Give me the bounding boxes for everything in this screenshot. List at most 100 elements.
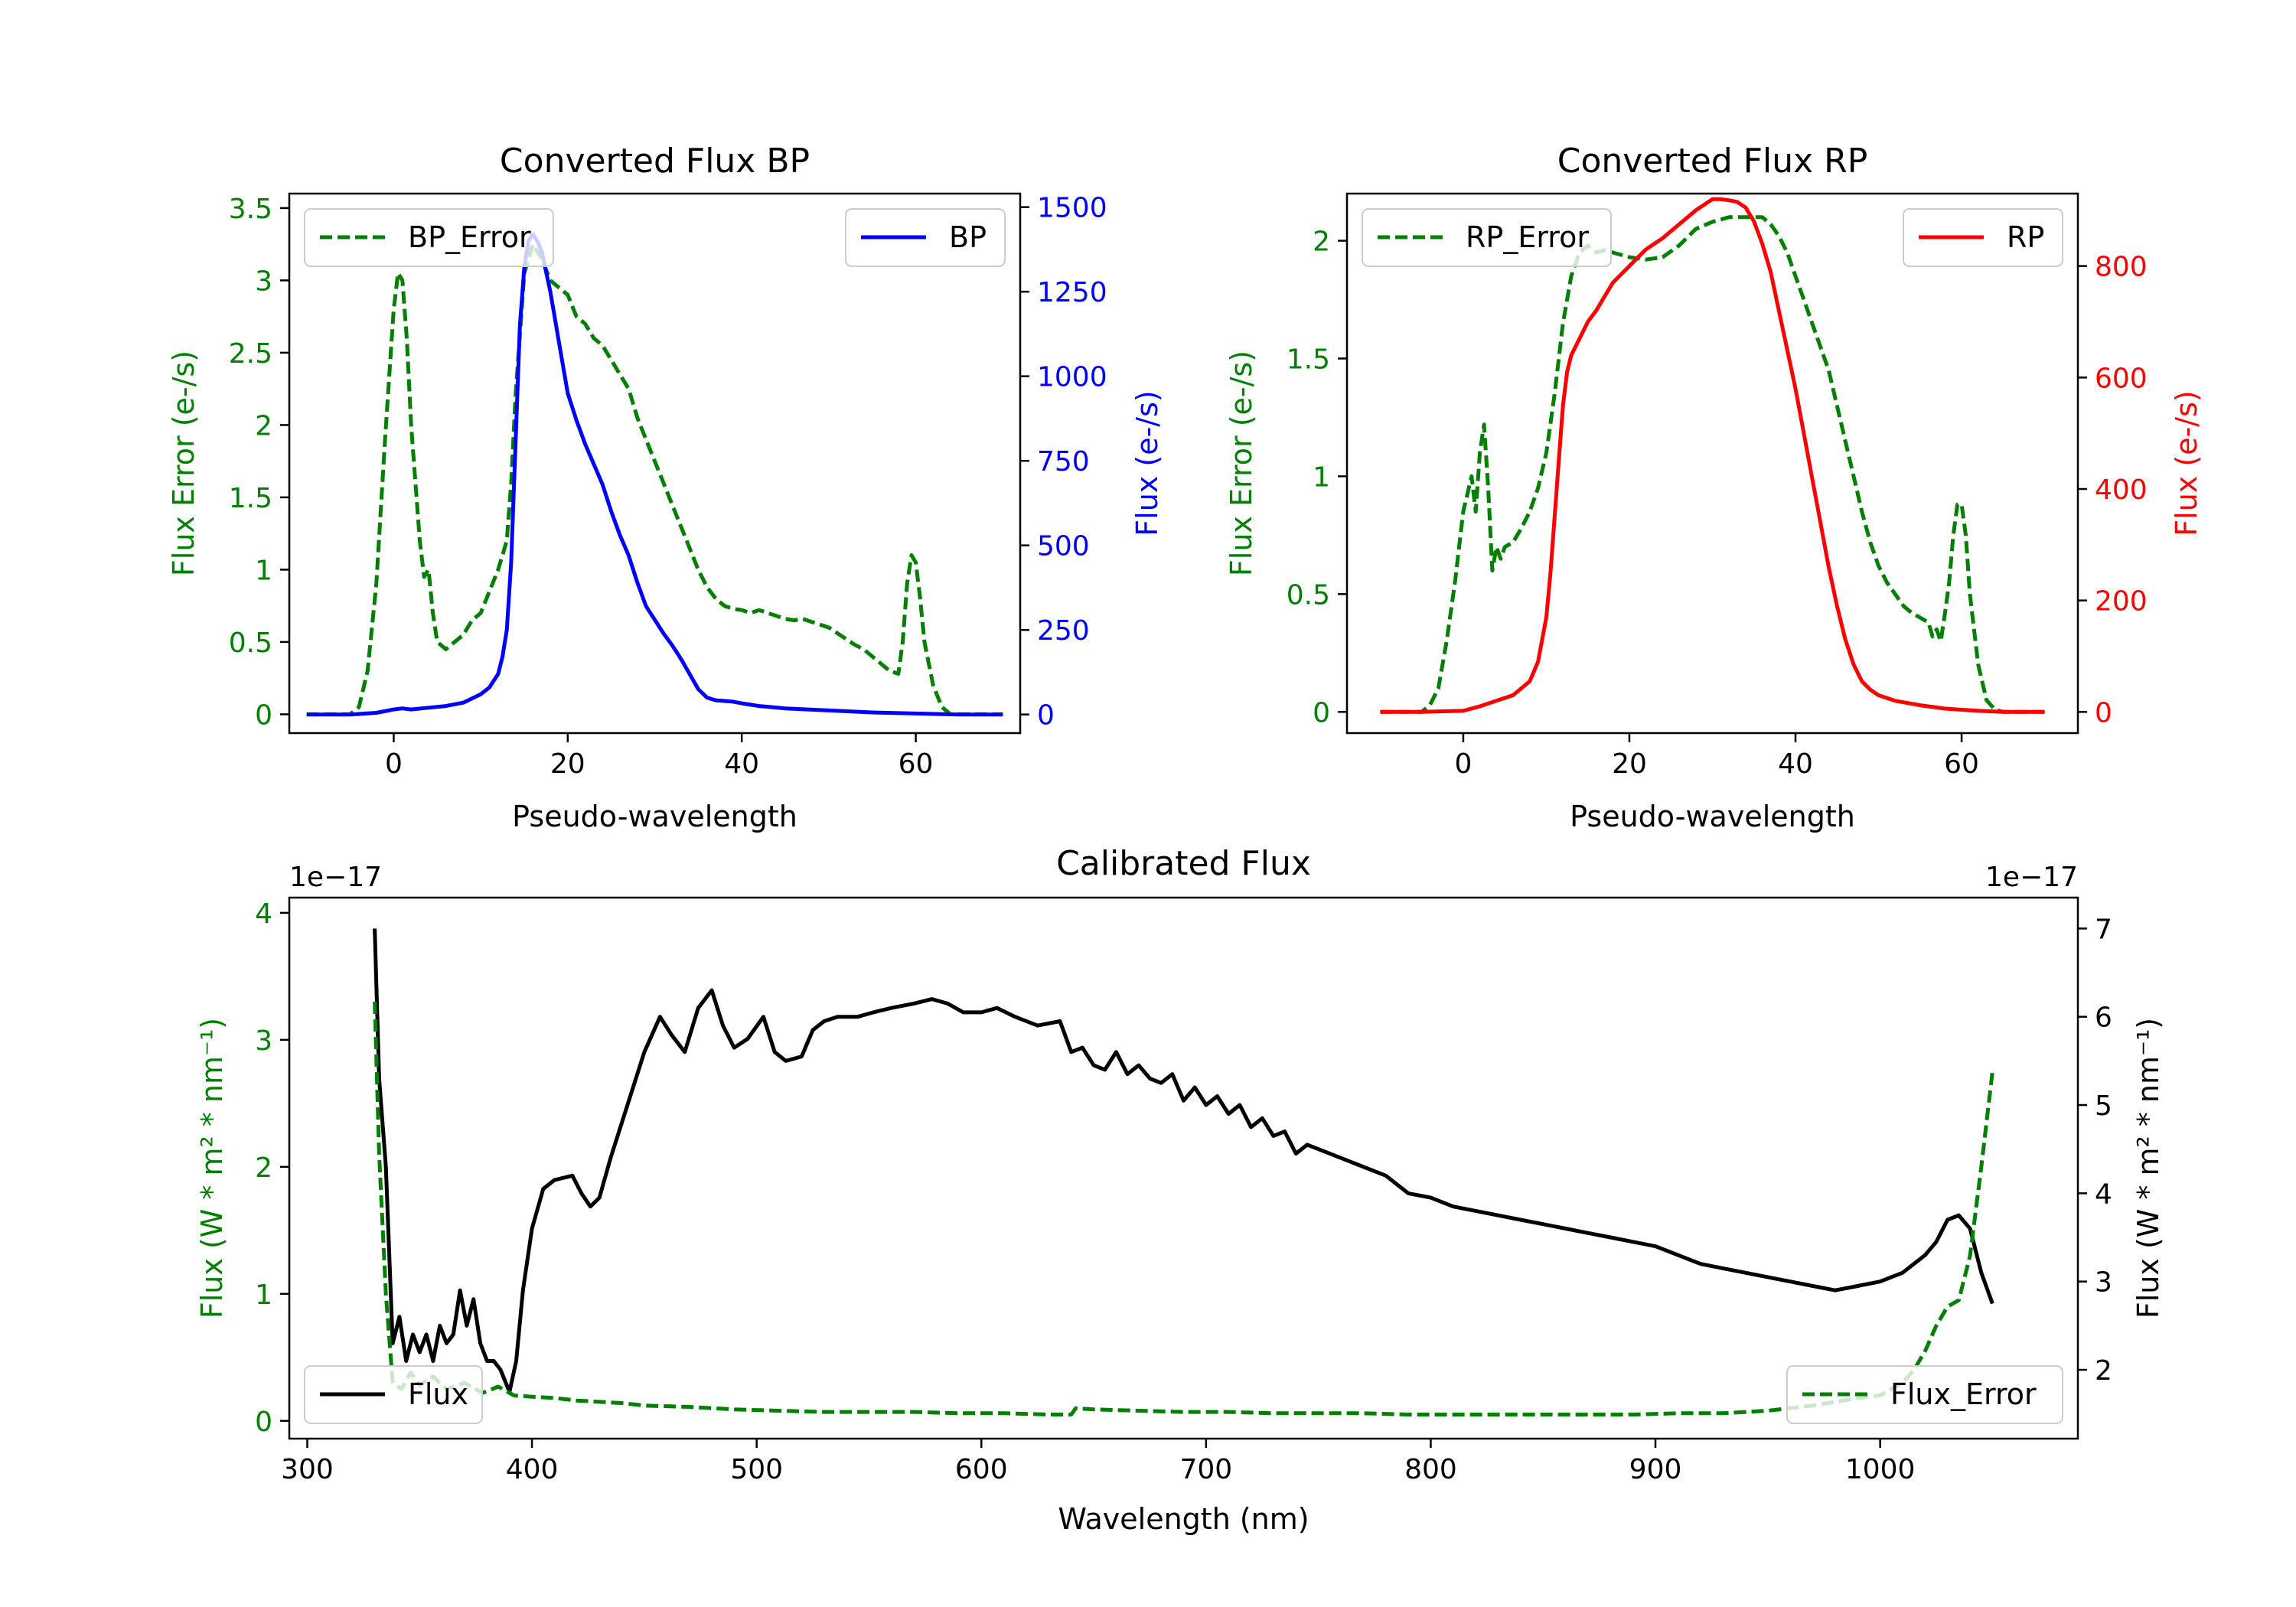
rp-ytick-right-label: 600: [2095, 363, 2148, 394]
rp-title: Converted Flux RP: [1557, 142, 1868, 181]
bp-ytick-right-label: 1000: [1037, 362, 1107, 393]
rp-legend-flux-label: RP: [2007, 220, 2044, 254]
cal-series-flux: [373, 928, 1994, 1394]
bp-ytick-left-label: 2: [255, 410, 272, 442]
cal-ytick-right-label: 4: [2095, 1178, 2112, 1210]
bp-series-group: [306, 232, 1003, 717]
bp-ytick-right-label: 750: [1037, 446, 1090, 478]
bp-title: Converted Flux BP: [500, 142, 810, 181]
rp-legend-error-box: [1362, 208, 1612, 267]
bp-ytick-left-label: 1.5: [229, 483, 272, 514]
cal-offset-left: 1e−17: [289, 862, 382, 893]
cal-ytick-left-label: 3: [255, 1025, 272, 1057]
cal-legend-flux: Flux: [304, 1365, 483, 1424]
cal-ytick-right-label: 7: [2095, 914, 2112, 945]
cal-legend-error-label: Flux_Error: [1890, 1377, 2037, 1411]
bp-legend-error-box: [304, 208, 554, 267]
rp-ytick-left-label: 2: [1313, 227, 1330, 258]
cal-legend-flux-label: Flux: [408, 1377, 468, 1411]
bp-frame: [288, 192, 1022, 735]
cal-xtick-label: 900: [1629, 1454, 1682, 1485]
rp-ylabel-right: Flux (e-/s): [2170, 390, 2203, 536]
cal-offset-right: 1e−17: [1985, 862, 2078, 893]
bp-xtick-label: 60: [899, 748, 934, 780]
rp-ytick-left-label: 0: [1313, 697, 1330, 729]
panel-bp: 0 20 40 60 0 0.5 1 1.5 2 2.5 3 3.5 0 250 500 750 1000 125…: [167, 142, 1164, 833]
cal-xtick-label: 600: [955, 1454, 1008, 1485]
bp-ytick-right-label: 1250: [1037, 277, 1107, 308]
cal-ytick-right-label: 5: [2095, 1090, 2112, 1122]
cal-ytick-right-label: 6: [2095, 1002, 2112, 1034]
rp-ytick-right-label: 800: [2095, 252, 2148, 283]
rp-ytick-left-label: 0.5: [1287, 579, 1330, 611]
cal-xtick-label: 1000: [1845, 1454, 1916, 1485]
rp-xtick-label: 40: [1778, 748, 1813, 780]
bp-xlabel: Pseudo-wavelength: [512, 800, 797, 833]
rp-xtick-label: 60: [1944, 748, 1979, 780]
cal-plot-area: [289, 898, 2078, 1439]
rp-ytick-right-label: 200: [2095, 586, 2148, 618]
cal-ylabel-right: Flux (W * m² * nm⁻¹): [2131, 1018, 2165, 1319]
cal-xlabel: Wavelength (nm): [1058, 1502, 1309, 1536]
cal-xtick-label: 500: [730, 1454, 783, 1485]
cal-xtick-label: 400: [506, 1454, 559, 1485]
rp-frame: [1345, 192, 2079, 735]
rp-ylabel-left: Flux Error (e-/s): [1225, 350, 1258, 576]
bp-ytick-right-label: 1500: [1037, 193, 1107, 224]
bp-ytick-right-label: 500: [1037, 531, 1090, 562]
cal-ylabel-left: Flux (W * m² * nm⁻¹): [195, 1018, 229, 1319]
rp-series-rp: [1380, 197, 2045, 714]
rp-xtick-label: 20: [1612, 748, 1647, 780]
cal-ytick-left-label: 0: [255, 1407, 272, 1438]
rp-xtick-label: 0: [1454, 748, 1472, 780]
rp-ytick-right-label: 0: [2095, 697, 2112, 729]
rp-ytick-left-label: 1.5: [1287, 344, 1330, 376]
cal-ytick-left-label: 4: [255, 898, 272, 930]
bp-series-bp: [306, 232, 1003, 717]
rp-legend-error-label: RP_Error: [1466, 220, 1589, 254]
cal-title: Calibrated Flux: [1056, 844, 1311, 883]
panel-cal: 300 400 500 600 700 800 900 1000 0 1 2 3 4 2 3 4 5 6 7 Cal…: [195, 844, 2165, 1536]
bp-legend-flux: BP: [845, 208, 1006, 267]
bp-ytick-left-label: 0: [255, 699, 272, 731]
bp-ticks: 0 20 40 60 0 0.5 1 1.5 2 2.5 3 3.5 0 250 500 750 1000 125…: [229, 193, 1107, 780]
cal-frame: [288, 896, 2079, 1440]
bp-ytick-left-label: 3.5: [229, 194, 272, 225]
rp-ytick-right-label: 400: [2095, 474, 2148, 506]
cal-ticks: 300 400 500 600 700 800 900 1000 0 1 2 3 4 2 3 4 5 6 7: [255, 898, 2112, 1485]
cal-legend-error: Flux_Error: [1786, 1365, 2063, 1424]
bp-xtick-label: 40: [724, 748, 759, 780]
bp-xtick-label: 20: [550, 748, 585, 780]
rp-ytick-left-label: 1: [1313, 461, 1330, 493]
cal-xtick-label: 700: [1179, 1454, 1232, 1485]
bp-xtick-label: 0: [385, 748, 403, 780]
bp-ylabel-left: Flux Error (e-/s): [167, 350, 201, 576]
bp-ytick-left-label: 2.5: [229, 338, 272, 370]
bp-ylabel-right: Flux (e-/s): [1130, 390, 1164, 536]
cal-ytick-right-label: 3: [2095, 1267, 2112, 1299]
bp-ytick-left-label: 3: [255, 266, 272, 297]
bp-ytick-right-label: 250: [1037, 615, 1090, 647]
cal-ytick-left-label: 1: [255, 1279, 272, 1311]
cal-xtick-label: 300: [281, 1454, 334, 1485]
bp-ytick-left-label: 1: [255, 555, 272, 586]
rp-legend-flux: RP: [1903, 208, 2063, 267]
cal-ytick-left-label: 2: [255, 1152, 272, 1184]
cal-legend-flux-box: [304, 1365, 483, 1424]
bp-series-bp-error: [306, 242, 1003, 716]
bp-legend-error-label: BP_Error: [408, 220, 531, 254]
bp-legend-flux-label: BP: [949, 220, 987, 254]
rp-xlabel: Pseudo-wavelength: [1570, 800, 1855, 833]
bp-ytick-left-label: 0.5: [229, 627, 272, 659]
cal-ytick-right-label: 2: [2095, 1355, 2112, 1387]
bp-legend-error: BP_Error: [304, 208, 554, 267]
rp-series-rp-error: [1380, 215, 2045, 714]
rp-plot-area: [1347, 194, 2078, 733]
cal-legend-error-box: [1786, 1365, 2063, 1424]
rp-series-group: [1380, 197, 2045, 714]
rp-legend-error: RP_Error: [1362, 208, 1612, 267]
bp-ytick-right-label: 0: [1037, 700, 1055, 732]
